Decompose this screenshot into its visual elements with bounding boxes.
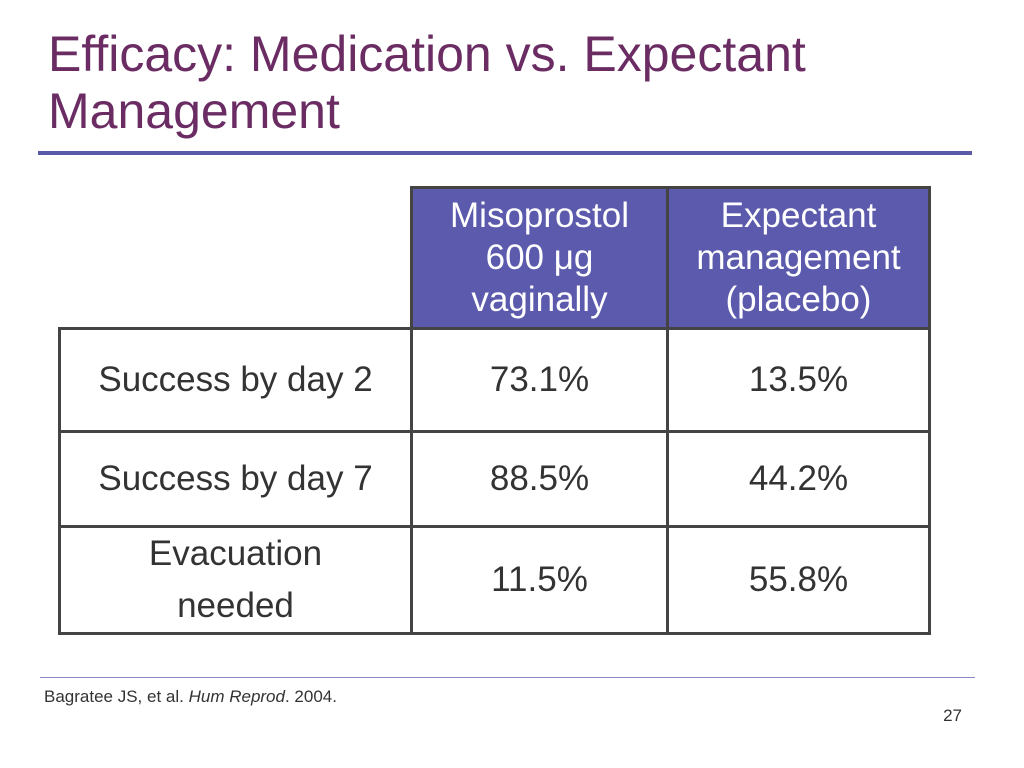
value-expectant-evacuation: 55.8% [666,525,931,635]
citation: Bagratee JS, et al. Hum Reprod. 2004. [44,687,337,707]
slide-title-line-2: Management [48,83,340,139]
citation-journal: Hum Reprod [188,687,285,706]
table-row: Success by day 2 73.1% 13.5% [58,327,931,433]
value-misoprostol-day-7: 88.5% [410,430,669,528]
table-header-row: Misoprostol 600 μg vaginally Expectant m… [60,186,931,330]
value-misoprostol-day-2: 73.1% [410,327,669,433]
row-label-text: Success by day 2 [98,360,373,399]
header-expectant-management: Expectant management (placebo) [666,186,931,330]
title-divider [38,151,972,155]
citation-year: . 2004. [284,687,337,706]
value-expectant-day-7: 44.2% [666,430,931,528]
header-misoprostol-line: 600 μg [485,238,594,277]
value-misoprostol-evacuation: 11.5% [410,525,669,635]
citation-authors: Bagratee JS, et al. [44,687,189,706]
header-expectant-line: management [696,238,901,277]
header-expectant-line: (placebo) [725,280,872,319]
value-expectant-day-2: 13.5% [666,327,931,433]
row-label-text: needed [177,586,294,625]
row-label-success-day-7: Success by day 7 [58,430,413,528]
empty-corner-cell [60,188,412,329]
table-row: Success by day 7 88.5% 44.2% [58,430,931,528]
row-label-text: Evacuation [148,534,323,573]
header-misoprostol-line: vaginally [471,280,608,319]
page-number: 27 [943,706,962,725]
header-expectant-line: Expectant [720,196,877,235]
row-label-text: Success by day 7 [98,459,373,498]
row-label-evacuation-needed: Evacuation needed [58,525,413,635]
header-misoprostol-line: Misoprostol [450,196,629,235]
header-misoprostol: Misoprostol 600 μg vaginally [410,186,669,330]
slide-title-line-1: Efficacy: Medication vs. Expectant [48,26,806,82]
slide-title: Efficacy: Medication vs. Expectant Manag… [48,26,988,140]
footer-divider [40,677,975,678]
efficacy-table: Misoprostol 600 μg vaginally Expectant m… [58,186,931,635]
row-label-success-day-2: Success by day 2 [58,327,413,433]
table-row: Evacuation needed 11.5% 55.8% [58,525,931,635]
